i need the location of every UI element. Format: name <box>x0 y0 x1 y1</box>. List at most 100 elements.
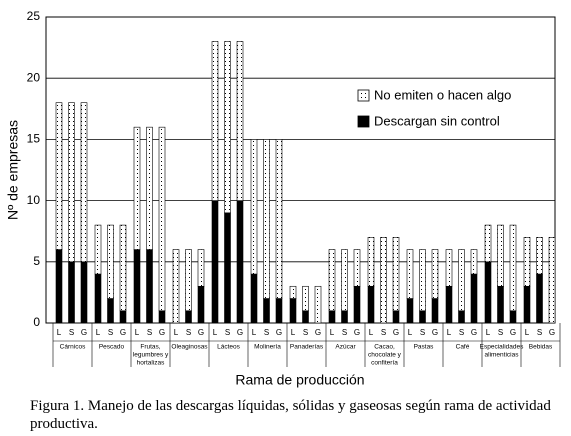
bar-segment <box>406 298 414 324</box>
x-tick-label: G <box>393 328 399 337</box>
bar-segment <box>107 224 114 299</box>
bar-segment <box>146 249 153 324</box>
group-label: alimenticias <box>485 352 520 359</box>
x-tick-label: S <box>498 328 503 337</box>
group-label: Azúcar <box>335 344 356 351</box>
y-tick-label: 0 <box>33 315 40 329</box>
bar-segment <box>484 224 492 263</box>
bar-segment <box>236 200 244 324</box>
bar-segment <box>353 249 361 287</box>
bar-segment <box>470 249 478 275</box>
x-tick-label: G <box>198 328 204 337</box>
bar-segment <box>302 310 309 324</box>
bar-segment <box>289 298 297 324</box>
x-tick-label: G <box>159 328 165 337</box>
bar-segment <box>484 261 492 324</box>
bar-segment <box>289 285 297 299</box>
bar-segment <box>341 310 348 324</box>
bar-segment <box>275 298 283 324</box>
bar-segment <box>263 298 270 324</box>
bar-segment <box>185 249 192 312</box>
group-label: Panaderías <box>290 344 324 351</box>
chart: Nº de empresas Rama de producción 0 5 10 15… <box>5 9 561 388</box>
bar-segment <box>431 249 439 299</box>
bar-segment <box>158 310 166 324</box>
x-tick-label: L <box>525 328 530 337</box>
legend-swatch <box>357 89 370 102</box>
bar-segment <box>380 237 387 324</box>
y-tick-label: 25 <box>27 9 41 23</box>
bar-segment <box>236 41 244 201</box>
bar-segment <box>536 237 543 275</box>
x-tick-label: S <box>186 328 191 337</box>
x-tick-label: L <box>369 328 374 337</box>
x-tick-label: S <box>420 328 425 337</box>
bar-segment <box>107 298 114 324</box>
bar-segment <box>497 285 504 324</box>
x-axis-title: Rama de producción <box>235 372 364 388</box>
x-tick-label: G <box>432 328 438 337</box>
x-tick-label: L <box>96 328 101 337</box>
bar-segment <box>367 237 375 287</box>
y-tick-label: 20 <box>27 70 41 84</box>
bar-segment <box>80 102 88 263</box>
bar-segment <box>458 249 465 312</box>
bar-segment <box>146 126 153 250</box>
bar-segment <box>185 310 192 324</box>
x-tick-label: G <box>354 328 360 337</box>
bar-segment <box>497 224 504 287</box>
y-tick-label: 15 <box>27 132 41 146</box>
group-label: Cárnicos <box>60 344 86 351</box>
x-tick-label: S <box>69 328 74 337</box>
bar-segment <box>392 310 400 324</box>
group-label: Cacao, <box>374 344 395 351</box>
x-tick-label: G <box>276 328 282 337</box>
legend-bg <box>372 114 532 130</box>
bar-segment <box>55 102 63 250</box>
bar-segment <box>431 298 439 324</box>
x-tick-label: L <box>291 328 296 337</box>
bar-segment <box>119 224 127 312</box>
bar-segment <box>158 126 166 312</box>
bar-segment <box>263 139 270 299</box>
group-label: Oleaginosas <box>171 344 208 351</box>
bar-segment <box>406 249 414 299</box>
x-tick-label: L <box>408 328 413 337</box>
bar-segment <box>250 273 258 324</box>
bar-segment <box>94 224 102 275</box>
x-tick-label: S <box>303 328 308 337</box>
bar-segment <box>470 273 478 324</box>
x-tick-label: G <box>237 328 243 337</box>
bar-segment <box>445 249 453 287</box>
x-tick-label: L <box>135 328 140 337</box>
group-label: legumbres y <box>133 352 169 359</box>
bar-segment <box>328 310 336 324</box>
group-label: Pescado <box>99 344 125 351</box>
group-label: Frutas, <box>140 344 160 351</box>
legend-label: Descargan sin control <box>374 113 500 128</box>
bar-segment <box>523 285 531 324</box>
y-axis-title: Nº de empresas <box>5 120 21 220</box>
bar-segment <box>119 310 127 324</box>
group-label: chocolate y <box>368 352 402 359</box>
bar-segment <box>211 200 219 324</box>
bar-segment <box>341 249 348 312</box>
x-tick-label: G <box>549 328 555 337</box>
bar-segment <box>367 285 375 324</box>
group-label: Pastas <box>414 344 435 351</box>
bar-segment <box>133 126 141 250</box>
bar-segment <box>314 285 322 324</box>
bar-segment <box>419 249 426 312</box>
group-label: confitería <box>371 360 398 367</box>
bar-segment <box>68 261 75 324</box>
bar-segment <box>68 102 75 263</box>
plot-frame <box>45 16 556 324</box>
x-tick-label: L <box>174 328 179 337</box>
bar-segment <box>509 310 517 324</box>
x-tick-label: S <box>108 328 113 337</box>
x-tick-label: G <box>120 328 126 337</box>
bar-segment <box>172 249 180 324</box>
x-tick-label: L <box>447 328 452 337</box>
y-tick-label: 10 <box>27 193 41 207</box>
